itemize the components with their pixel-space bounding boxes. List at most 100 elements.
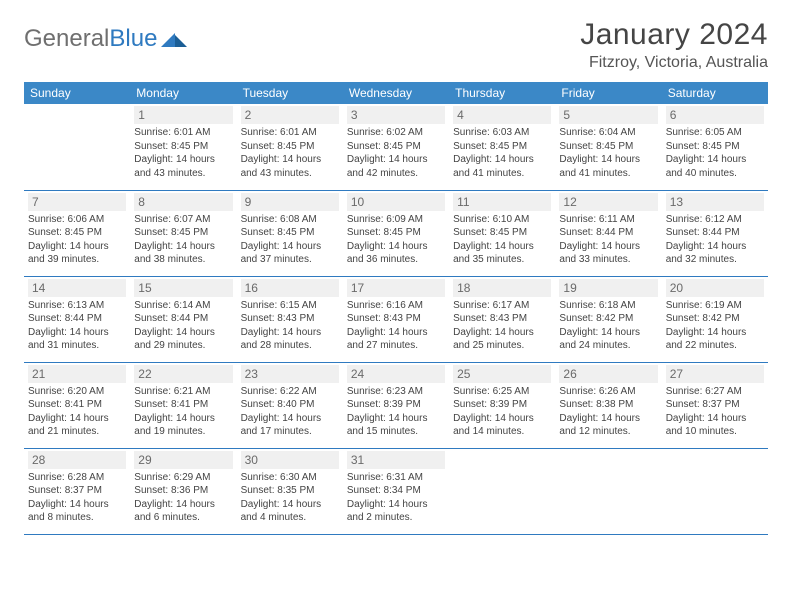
day-number: 20 [666,279,764,297]
calendar-cell: 3 Sunrise: 6:02 AMSunset: 8:45 PMDaylight… [343,104,449,190]
day-number: 15 [134,279,232,297]
day-details: Sunrise: 6:25 AMSunset: 8:39 PMDaylight:… [453,385,551,439]
weekday-header: Sunday [24,82,130,104]
calendar-cell: 31 Sunrise: 6:31 AMSunset: 8:34 PMDayligh… [343,448,449,534]
day-number: 8 [134,193,232,211]
day-details: Sunrise: 6:05 AMSunset: 8:45 PMDaylight:… [666,126,764,180]
day-details: Sunrise: 6:18 AMSunset: 8:42 PMDaylight:… [559,299,657,353]
calendar-cell: 2 Sunrise: 6:01 AMSunset: 8:45 PMDaylight… [237,104,343,190]
day-details: Sunrise: 6:27 AMSunset: 8:37 PMDaylight:… [666,385,764,439]
day-details: Sunrise: 6:26 AMSunset: 8:38 PMDaylight:… [559,385,657,439]
calendar-cell: 18 Sunrise: 6:17 AMSunset: 8:43 PMDayligh… [449,276,555,362]
logo-icon [161,26,187,54]
day-details: Sunrise: 6:21 AMSunset: 8:41 PMDaylight:… [134,385,232,439]
day-number: 9 [241,193,339,211]
day-details: Sunrise: 6:11 AMSunset: 8:44 PMDaylight:… [559,213,657,267]
day-details: Sunrise: 6:30 AMSunset: 8:35 PMDaylight:… [241,471,339,525]
day-details: Sunrise: 6:12 AMSunset: 8:44 PMDaylight:… [666,213,764,267]
day-details: Sunrise: 6:04 AMSunset: 8:45 PMDaylight:… [559,126,657,180]
day-number: 6 [666,106,764,124]
calendar-cell: 26 Sunrise: 6:26 AMSunset: 8:38 PMDayligh… [555,362,661,448]
calendar-cell: 29Sunrise: 6:29 AMSunset: 8:36 PMDayligh… [130,448,236,534]
weekday-header: Tuesday [237,82,343,104]
day-details: Sunrise: 6:31 AMSunset: 8:34 PMDaylight:… [347,471,445,525]
calendar-cell: 8Sunrise: 6:07 AMSunset: 8:45 PMDaylight… [130,190,236,276]
day-number: 13 [666,193,764,211]
calendar-cell: 11 Sunrise: 6:10 AMSunset: 8:45 PMDayligh… [449,190,555,276]
calendar-cell: 23 Sunrise: 6:22 AMSunset: 8:40 PMDayligh… [237,362,343,448]
day-details: Sunrise: 6:03 AMSunset: 8:45 PMDaylight:… [453,126,551,180]
calendar-cell: 9 Sunrise: 6:08 AMSunset: 8:45 PMDaylight… [237,190,343,276]
day-number: 17 [347,279,445,297]
day-number: 22 [134,365,232,383]
day-number: 18 [453,279,551,297]
day-details: Sunrise: 6:10 AMSunset: 8:45 PMDaylight:… [453,213,551,267]
calendar-cell: 30 Sunrise: 6:30 AMSunset: 8:35 PMDayligh… [237,448,343,534]
calendar-cell: 14 Sunrise: 6:13 AMSunset: 8:44 PMDayligh… [24,276,130,362]
page-title: January 2024 [580,18,768,52]
weekday-header: Thursday [449,82,555,104]
day-details: Sunrise: 6:28 AMSunset: 8:37 PMDaylight:… [28,471,126,525]
day-number: 4 [453,106,551,124]
calendar-row: 21 Sunrise: 6:20 AMSunset: 8:41 PMDayligh… [24,362,768,448]
day-number: 1 [134,106,232,124]
day-details: Sunrise: 6:17 AMSunset: 8:43 PMDaylight:… [453,299,551,353]
day-number: 11 [453,193,551,211]
day-details: Sunrise: 6:02 AMSunset: 8:45 PMDaylight:… [347,126,445,180]
day-number: 16 [241,279,339,297]
calendar-body: 1 Sunrise: 6:01 AMSunset: 8:45 PMDaylight… [24,104,768,534]
weekday-header: Wednesday [343,82,449,104]
calendar-cell: 19 Sunrise: 6:18 AMSunset: 8:42 PMDayligh… [555,276,661,362]
day-number: 25 [453,365,551,383]
day-number: 26 [559,365,657,383]
day-number: 23 [241,365,339,383]
calendar-cell: 16Sunrise: 6:15 AMSunset: 8:43 PMDayligh… [237,276,343,362]
calendar-cell: 7 Sunrise: 6:06 AMSunset: 8:45 PMDaylight… [24,190,130,276]
day-number: 27 [666,365,764,383]
header: GeneralBlue January 2024 Fitzroy, Victor… [24,18,768,72]
title-block: January 2024 Fitzroy, Victoria, Australi… [580,18,768,72]
calendar-cell: 15 Sunrise: 6:14 AMSunset: 8:44 PMDayligh… [130,276,236,362]
day-details: Sunrise: 6:09 AMSunset: 8:45 PMDaylight:… [347,213,445,267]
calendar-cell [555,448,661,534]
calendar-cell [449,448,555,534]
day-details: Sunrise: 6:22 AMSunset: 8:40 PMDaylight:… [241,385,339,439]
day-details: Sunrise: 6:19 AMSunset: 8:42 PMDaylight:… [666,299,764,353]
calendar-cell: 25 Sunrise: 6:25 AMSunset: 8:39 PMDayligh… [449,362,555,448]
calendar-row: 7 Sunrise: 6:06 AMSunset: 8:45 PMDaylight… [24,190,768,276]
calendar-cell: 1Sunrise: 6:01 AMSunset: 8:45 PMDaylight… [130,104,236,190]
day-number: 12 [559,193,657,211]
day-number: 3 [347,106,445,124]
calendar-cell: 24Sunrise: 6:23 AMSunset: 8:39 PMDayligh… [343,362,449,448]
day-number: 10 [347,193,445,211]
calendar-cell: 17 Sunrise: 6:16 AMSunset: 8:43 PMDayligh… [343,276,449,362]
day-details: Sunrise: 6:13 AMSunset: 8:44 PMDaylight:… [28,299,126,353]
day-details: Sunrise: 6:16 AMSunset: 8:43 PMDaylight:… [347,299,445,353]
day-number: 14 [28,279,126,297]
day-details: Sunrise: 6:06 AMSunset: 8:45 PMDaylight:… [28,213,126,267]
day-number: 24 [347,365,445,383]
day-number: 31 [347,451,445,469]
day-number: 19 [559,279,657,297]
day-details: Sunrise: 6:14 AMSunset: 8:44 PMDaylight:… [134,299,232,353]
day-details: Sunrise: 6:20 AMSunset: 8:41 PMDaylight:… [28,385,126,439]
weekday-header: Saturday [662,82,768,104]
weekday-header: Friday [555,82,661,104]
calendar-row: 28 Sunrise: 6:28 AMSunset: 8:37 PMDayligh… [24,448,768,534]
logo-text-2: Blue [109,25,157,53]
day-number: 21 [28,365,126,383]
day-number: 30 [241,451,339,469]
calendar-row: 1 Sunrise: 6:01 AMSunset: 8:45 PMDaylight… [24,104,768,190]
weekday-header: Monday [130,82,236,104]
calendar-cell: 5 Sunrise: 6:04 AMSunset: 8:45 PMDaylight… [555,104,661,190]
day-number: 2 [241,106,339,124]
calendar-cell: 28 Sunrise: 6:28 AMSunset: 8:37 PMDayligh… [24,448,130,534]
day-details: Sunrise: 6:29 AMSunset: 8:36 PMDaylight:… [134,471,232,525]
day-details: Sunrise: 6:01 AMSunset: 8:45 PMDaylight:… [241,126,339,180]
calendar-cell [24,104,130,190]
calendar-cell: 22 Sunrise: 6:21 AMSunset: 8:41 PMDayligh… [130,362,236,448]
day-details: Sunrise: 6:08 AMSunset: 8:45 PMDaylight:… [241,213,339,267]
day-number: 28 [28,451,126,469]
day-number: 7 [28,193,126,211]
day-number: 5 [559,106,657,124]
